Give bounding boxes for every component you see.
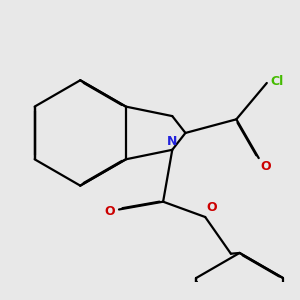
Text: N: N <box>167 135 177 148</box>
Text: O: O <box>105 205 115 218</box>
Text: O: O <box>260 160 271 173</box>
Text: Cl: Cl <box>270 75 283 88</box>
Text: O: O <box>207 201 218 214</box>
